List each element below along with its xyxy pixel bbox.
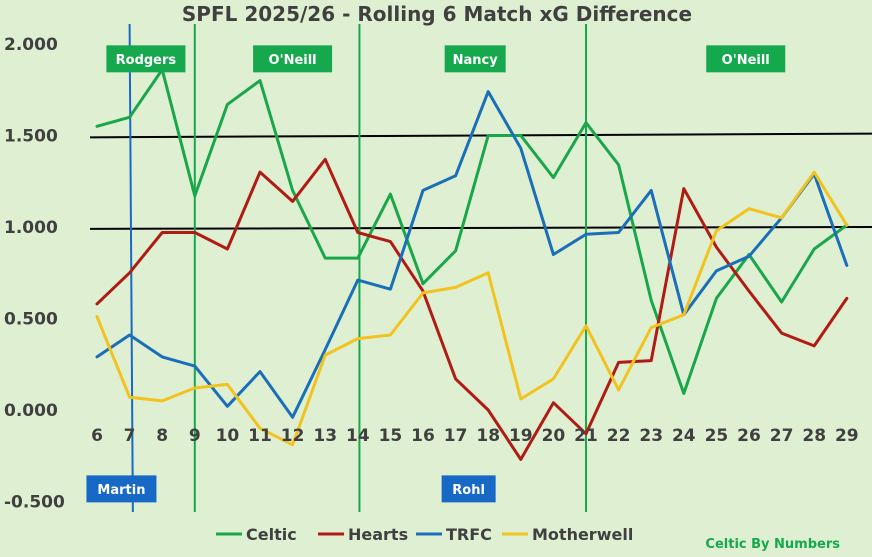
x-tick-label: 15: [379, 426, 403, 446]
x-tick-label: 14: [346, 426, 370, 446]
y-tick-label: 1.000: [4, 218, 58, 238]
manager-label-box: [86, 475, 157, 503]
x-tick-label: 10: [216, 426, 240, 446]
legend-label-motherwell: Motherwell: [532, 525, 633, 544]
x-tick-label: 12: [281, 426, 305, 446]
y-tick-label: 2.000: [4, 35, 58, 55]
y-tick-label: 0.500: [4, 310, 58, 330]
manager-label-text: Rodgers: [116, 53, 177, 68]
manager-label-text: O'Neill: [722, 53, 770, 68]
manager-label: Rohl: [441, 475, 496, 503]
manager-label-box: [706, 45, 786, 73]
reference-lines: [89, 132, 872, 230]
manager-label: O'Neill: [706, 45, 786, 73]
manager-label: Nancy: [444, 45, 506, 73]
x-tick-label: 22: [607, 426, 631, 446]
manager-label-text: Nancy: [453, 53, 499, 68]
reference-line-1: [89, 132, 872, 139]
x-tick-label: 16: [411, 426, 435, 446]
legend-label-trfc: TRFC: [446, 525, 492, 544]
x-tick-label: 8: [156, 426, 168, 446]
x-tick-label: 18: [476, 426, 500, 446]
x-tick-label: 27: [770, 426, 794, 446]
manager-label: Rodgers: [106, 45, 186, 73]
x-tick-label: 17: [444, 426, 468, 446]
legend-label-hearts: Hearts: [348, 525, 408, 544]
x-tick-label: 23: [639, 426, 663, 446]
credit-text: Celtic By Numbers: [705, 537, 840, 552]
manager-change-line-1: [128, 23, 134, 513]
x-tick-label: 28: [802, 426, 826, 446]
y-axis-ticks: 2.000 1.500 1.000 0.500 0.000 -0.500: [4, 35, 65, 513]
x-tick-label: 11: [248, 426, 272, 446]
manager-label: Martin: [86, 475, 157, 503]
manager-label-text: Rohl: [452, 483, 485, 498]
reference-line-2: [89, 226, 872, 230]
x-tick-label: 25: [705, 426, 729, 446]
series-lines: [95, 68, 849, 461]
legend: Celtic Hearts TRFC Motherwell: [216, 525, 633, 544]
x-tick-label: 6: [91, 426, 103, 446]
x-tick-label: 24: [672, 426, 696, 446]
x-tick-label: 20: [542, 426, 566, 446]
manager-label-box: [253, 45, 333, 73]
x-tick-label: 7: [124, 426, 136, 446]
x-tick-label: 21: [574, 426, 598, 446]
x-axis-ticks: 6 7 8 9 10 11 12 13 14 15 16 17 18 19 20 21 22 23 24 25 26 27…: [91, 426, 859, 446]
series-line-hearts: [95, 157, 849, 461]
series-line-trfc: [95, 90, 849, 419]
y-tick-label: 1.500: [4, 127, 58, 147]
legend-label-celtic: Celtic: [246, 525, 297, 544]
series-line-motherwell: [95, 170, 849, 447]
manager-label-box: [441, 475, 496, 503]
x-tick-label: 9: [189, 426, 201, 446]
manager-label-text: Martin: [97, 483, 145, 498]
manager-label-box: [444, 45, 506, 73]
x-tick-label: 19: [509, 426, 533, 446]
y-tick-label: 0.000: [4, 401, 58, 421]
manager-label-text: O'Neill: [269, 53, 317, 68]
manager-labels: Rodgers O'Neill Nancy O'Neill Martin Rohl: [86, 45, 786, 503]
manager-label: O'Neill: [253, 45, 333, 73]
x-tick-label: 29: [835, 426, 859, 446]
manager-label-box: [106, 45, 186, 73]
y-tick-label: -0.500: [4, 493, 65, 513]
series-line-celtic: [95, 68, 849, 395]
x-tick-label: 26: [737, 426, 761, 446]
x-tick-label: 13: [313, 426, 337, 446]
chart-title: SPFL 2025/26 - Rolling 6 Match xG Differ…: [182, 2, 692, 26]
